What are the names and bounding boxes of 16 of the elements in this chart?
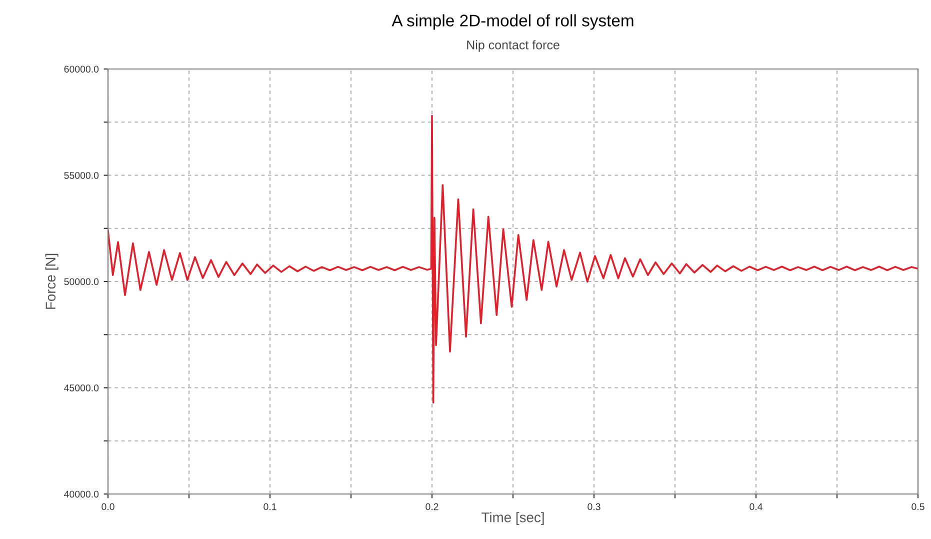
x-tick-label: 0.1 — [264, 503, 276, 510]
x-tick-label: 0.5 — [912, 503, 924, 510]
x-tick-label: 0.4 — [750, 503, 762, 510]
y-tick-label: 45000.0 — [64, 384, 99, 392]
chart-title: A simple 2D-model of roll system — [392, 14, 634, 30]
x-tick-label: 0.3 — [588, 503, 600, 510]
x-tick-label: 0.0 — [102, 503, 114, 510]
chart-subtitle: Nip contact force — [467, 40, 560, 52]
y-tick-label: 40000.0 — [64, 490, 99, 498]
y-axis-title: Force [N] — [45, 254, 58, 309]
y-tick-label: 50000.0 — [64, 278, 99, 286]
x-axis-title: Time [sec] — [482, 512, 544, 526]
line-series — [108, 114, 918, 404]
x-tick-label: 0.2 — [426, 503, 438, 510]
y-tick-label: 55000.0 — [64, 172, 99, 179]
y-tick-label: 60000.0 — [64, 66, 99, 73]
